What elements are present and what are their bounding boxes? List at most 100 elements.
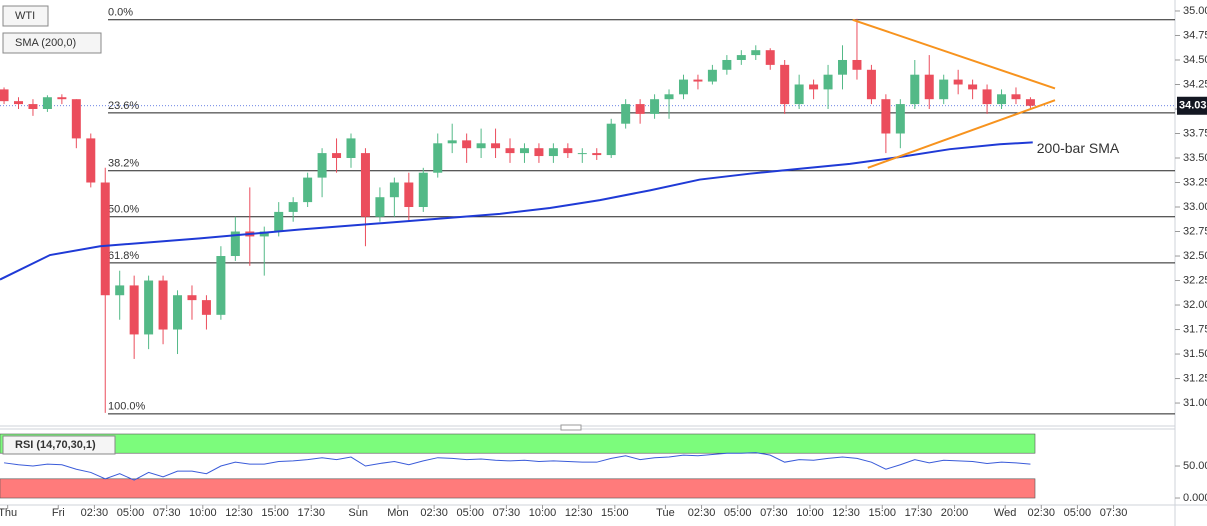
y-tick-label: 31.500 <box>1183 348 1207 360</box>
x-tick-label: 17:30 <box>297 507 325 519</box>
x-tick-label: 02:30 <box>688 507 716 519</box>
y-tick-label: 32.500 <box>1183 250 1207 262</box>
y-tick-label: 34.250 <box>1183 78 1207 90</box>
fib-label: 38.2% <box>108 158 139 170</box>
chart-title: WTI <box>15 10 35 22</box>
candle-body <box>924 74 934 100</box>
rsi-title: RSI (14,70,30,1) <box>15 439 96 451</box>
candle-body <box>953 79 963 85</box>
indicator-name: SMA (200,0) <box>15 37 76 49</box>
y-tick-label: 34.500 <box>1183 54 1207 66</box>
candle-body <box>968 84 978 90</box>
x-tick-label: Sun <box>348 507 368 519</box>
x-tick-label: 20:00 <box>941 507 969 519</box>
candle-body <box>780 64 790 105</box>
y-tick-label: 0.000 <box>1183 492 1207 504</box>
y-tick-label: 32.750 <box>1183 225 1207 237</box>
candle-body <box>910 74 920 105</box>
candle-body <box>534 148 544 157</box>
rsi-band <box>0 433 1036 454</box>
candle-body <box>491 143 501 149</box>
candle-body <box>447 140 457 144</box>
candle-body <box>563 148 573 154</box>
x-tick-label: 15:00 <box>261 507 289 519</box>
candle-body <box>1025 99 1035 106</box>
x-tick-label: 12:30 <box>832 507 860 519</box>
y-tick-label: 33.250 <box>1183 176 1207 188</box>
y-tick-label: 31.000 <box>1183 397 1207 409</box>
x-tick-label: 02:30 <box>81 507 109 519</box>
y-tick-label: 31.750 <box>1183 323 1207 335</box>
x-tick-label: Wed <box>994 507 1016 519</box>
candle-body <box>794 84 804 105</box>
candle-body <box>404 182 414 208</box>
candle-body <box>939 79 949 100</box>
x-tick-label: Fri <box>52 507 65 519</box>
trendline <box>867 99 1056 169</box>
candle-body <box>158 280 168 330</box>
price-label-box <box>1177 96 1207 115</box>
x-tick-label: 07:30 <box>493 507 521 519</box>
legend-box <box>2 5 49 27</box>
candle-body <box>997 94 1007 105</box>
candle-body <box>346 138 356 159</box>
candle-body <box>736 55 746 60</box>
candle-body <box>895 104 905 134</box>
candle-body <box>548 148 558 157</box>
candle-body <box>707 69 717 82</box>
candle-body <box>274 211 284 232</box>
pane-handle[interactable] <box>560 424 582 431</box>
y-tick-label: 33.750 <box>1183 127 1207 139</box>
y-tick-label: 33.500 <box>1183 152 1207 164</box>
fib-label: 61.8% <box>108 250 139 262</box>
candle-body <box>71 99 81 139</box>
legend-box <box>2 32 102 54</box>
candle-body <box>259 231 269 237</box>
candle-body <box>187 295 197 301</box>
x-tick-label: Tue <box>656 507 675 519</box>
candle-body <box>0 89 9 102</box>
y-tick-label: 33.000 <box>1183 201 1207 213</box>
candle-body <box>809 84 819 90</box>
sma-annotation: 200-bar SMA <box>1037 140 1120 156</box>
candle-body <box>852 59 862 70</box>
candle-body <box>693 79 703 82</box>
candle-body <box>389 182 399 198</box>
candle-body <box>42 97 52 109</box>
candle-body <box>577 153 587 155</box>
fib-label: 0.0% <box>108 7 133 19</box>
x-tick-label: 05:00 <box>456 507 484 519</box>
candle-body <box>360 153 370 217</box>
y-tick-label: 32.000 <box>1183 299 1207 311</box>
candle-body <box>462 140 472 149</box>
candle-body <box>664 94 674 100</box>
candle-body <box>100 182 110 296</box>
fib-label: 50.0% <box>108 204 139 216</box>
candle-body <box>476 143 486 149</box>
candle-body <box>866 69 876 100</box>
candle-body <box>144 280 154 335</box>
candle-body <box>592 153 602 156</box>
candle-body <box>765 50 775 65</box>
x-tick-label: 02:30 <box>1028 507 1056 519</box>
y-tick-label: 31.250 <box>1183 372 1207 384</box>
candle-body <box>201 300 211 315</box>
trendline <box>852 18 1056 90</box>
y-tick-label: 34.750 <box>1183 29 1207 41</box>
candle-body <box>288 202 298 212</box>
candle-body <box>838 59 848 75</box>
x-tick-label: 07:30 <box>153 507 181 519</box>
candle-body <box>14 101 24 105</box>
x-tick-label: 12:30 <box>225 507 253 519</box>
candle-body <box>635 104 645 114</box>
candle-body <box>375 197 385 217</box>
candle-body <box>650 99 660 114</box>
candle-body <box>505 148 515 154</box>
y-tick-label: 35.000 <box>1183 5 1207 17</box>
candle-body <box>303 177 313 203</box>
x-tick-label: 17:30 <box>905 507 933 519</box>
candle-body <box>621 104 631 124</box>
y-tick-label: 50.000 <box>1183 460 1207 472</box>
candle-body <box>57 97 67 100</box>
